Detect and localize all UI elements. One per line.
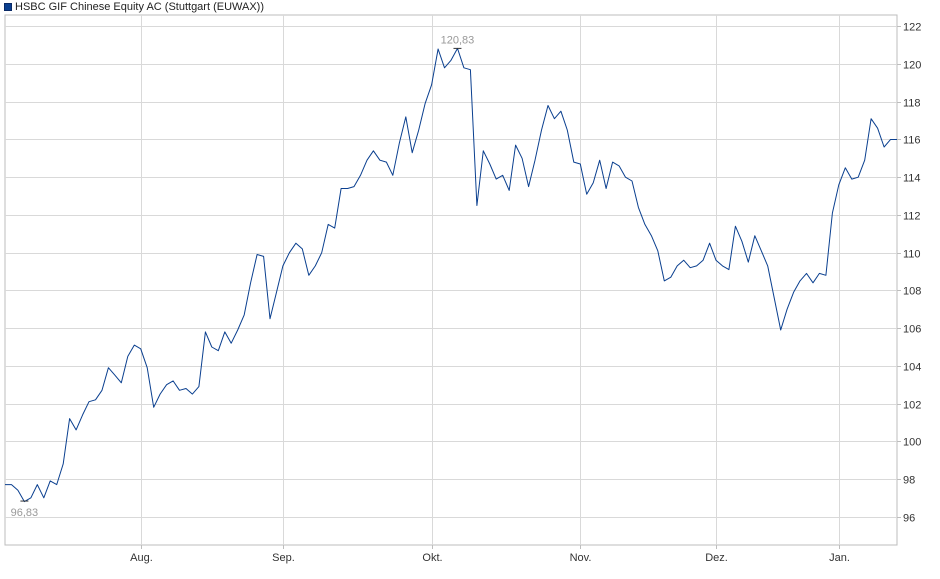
series-line [5,47,897,503]
x-tick-label: Aug. [130,552,153,564]
y-tick-label: 98 [903,475,915,487]
y-tick-label: 102 [903,400,921,412]
y-tick-label: 100 [903,437,921,449]
chart-legend: HSBC GIF Chinese Equity AC (Stuttgart (E… [4,1,264,13]
y-tick-label: 96 [903,513,915,525]
y-tick-label: 116 [903,135,921,147]
legend-swatch [4,3,12,11]
x-tick-label: Dez. [705,552,728,564]
y-tick-label: 112 [903,211,921,223]
plot-frame [4,14,898,546]
x-tick-label: Jan. [829,552,850,564]
y-tick-label: 114 [903,173,921,185]
x-tick-label: Sep. [272,552,295,564]
y-tick-label: 110 [903,249,921,261]
y-tick-label: 108 [903,286,921,298]
y-tick-label: 118 [903,98,921,110]
y-tick-label: 120 [903,60,921,72]
y-tick-label: 106 [903,324,921,336]
annotation-label: 96,83 [11,507,39,519]
y-tick-label: 104 [903,362,921,374]
x-tick-label: Nov. [570,552,592,564]
legend-label: HSBC GIF Chinese Equity AC (Stuttgart (E… [15,1,264,13]
y-tick-label: 122 [903,22,921,34]
annotation-label: 120,83 [441,34,475,46]
x-tick-label: Okt. [422,552,442,564]
